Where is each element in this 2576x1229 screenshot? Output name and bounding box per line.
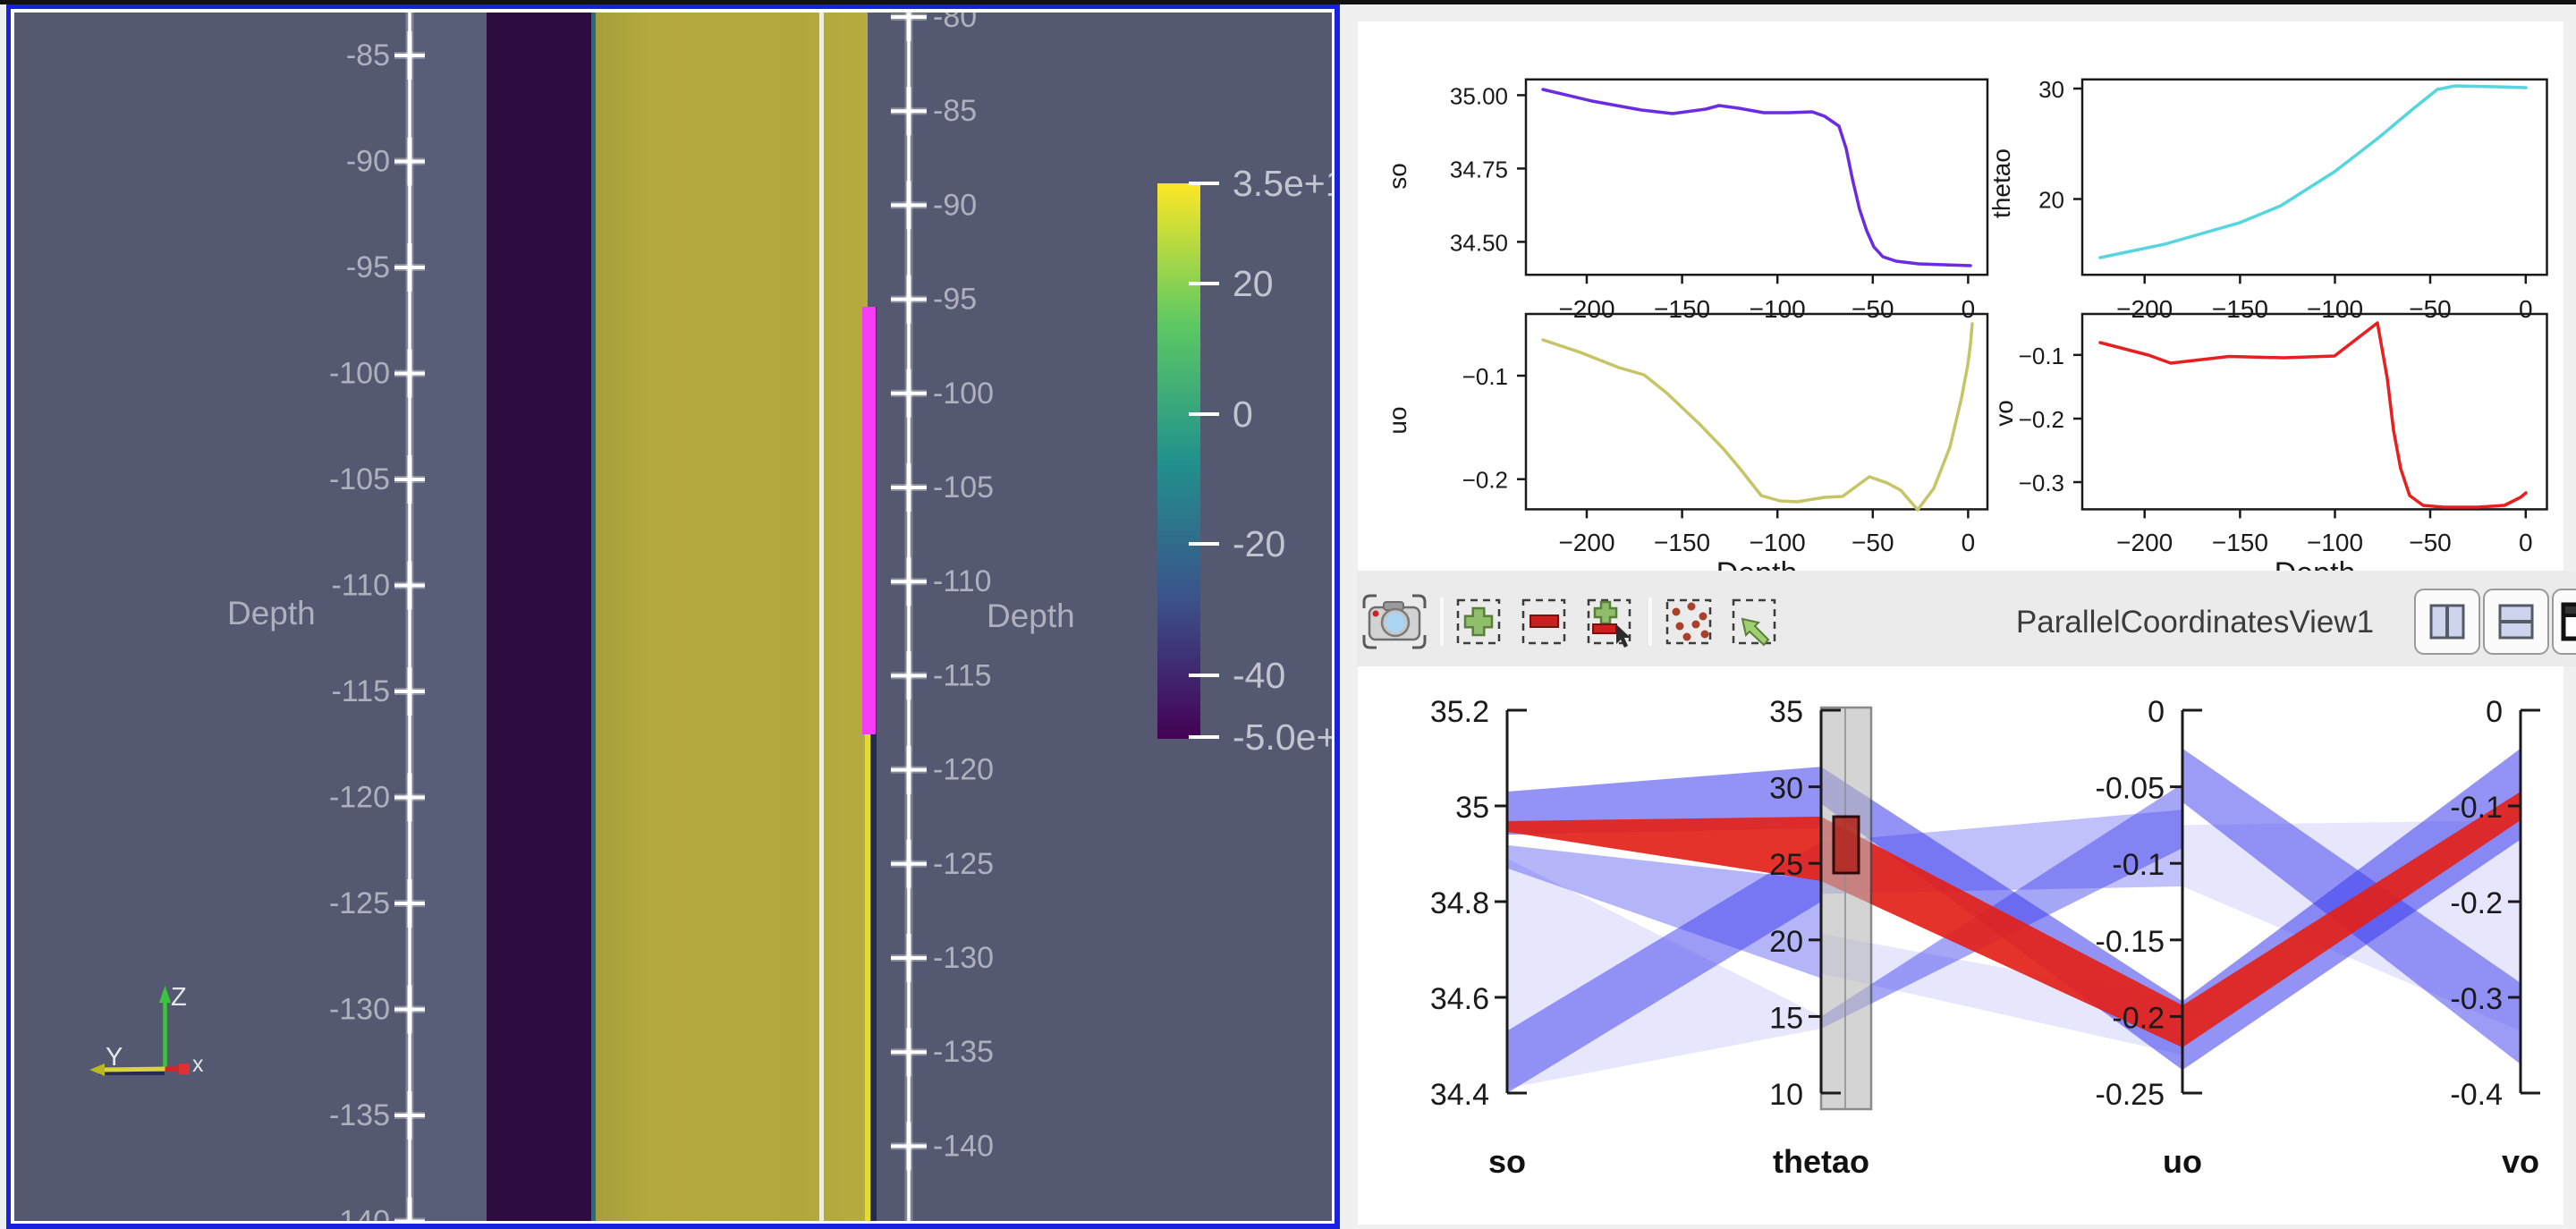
svg-text:−200: −200 bbox=[1558, 529, 1614, 556]
svg-text:−0.1: −0.1 bbox=[2019, 343, 2064, 369]
svg-text:25: 25 bbox=[1769, 848, 1803, 882]
svg-text:-5.0e+1: -5.0e+1 bbox=[1233, 716, 1332, 758]
svg-text:vo: vo bbox=[2502, 1143, 2539, 1180]
svg-text:−200: −200 bbox=[1558, 295, 1614, 323]
svg-text:−0.1: −0.1 bbox=[1462, 363, 1508, 390]
svg-text:-0.2: -0.2 bbox=[2112, 1001, 2165, 1035]
svg-text:−100: −100 bbox=[2307, 295, 2363, 323]
svg-text:3.5e+1: 3.5e+1 bbox=[1233, 163, 1332, 204]
svg-text:20: 20 bbox=[1233, 263, 1274, 304]
svg-text:-135: -135 bbox=[329, 1098, 390, 1132]
svg-text:34.4: 34.4 bbox=[1430, 1078, 1489, 1112]
svg-text:0: 0 bbox=[2486, 695, 2503, 729]
svg-text:−150: −150 bbox=[2212, 295, 2268, 323]
svg-text:0: 0 bbox=[1962, 529, 1976, 556]
svg-text:−100: −100 bbox=[1750, 295, 1806, 323]
svg-text:−100: −100 bbox=[2307, 529, 2363, 556]
svg-text:35: 35 bbox=[1455, 791, 1489, 825]
svg-text:-0.05: -0.05 bbox=[2096, 772, 2165, 806]
svg-text:-0.1: -0.1 bbox=[2450, 791, 2503, 825]
svg-text:−50: −50 bbox=[1852, 295, 1894, 323]
svg-text:35: 35 bbox=[1769, 695, 1803, 729]
svg-text:-125: -125 bbox=[933, 847, 994, 881]
svg-text:thetao: thetao bbox=[1987, 148, 2015, 218]
svg-text:-100: -100 bbox=[329, 357, 390, 391]
svg-text:−200: −200 bbox=[2116, 295, 2173, 323]
svg-text:-90: -90 bbox=[346, 145, 390, 179]
svg-text:Y: Y bbox=[106, 1043, 123, 1072]
svg-text:-135: -135 bbox=[933, 1035, 994, 1069]
svg-text:-115: -115 bbox=[933, 658, 992, 692]
svg-text:0: 0 bbox=[2148, 695, 2165, 729]
svg-text:-80: -80 bbox=[933, 13, 977, 34]
svg-text:0: 0 bbox=[2519, 529, 2533, 556]
svg-text:so: so bbox=[1488, 1143, 1526, 1180]
svg-text:-85: -85 bbox=[933, 94, 977, 128]
svg-text:20: 20 bbox=[1769, 925, 1803, 959]
svg-text:−50: −50 bbox=[2409, 295, 2452, 323]
svg-text:−50: −50 bbox=[2409, 529, 2452, 556]
svg-text:34.50: 34.50 bbox=[1450, 229, 1508, 256]
svg-text:-0.25: -0.25 bbox=[2096, 1078, 2165, 1112]
svg-text:20: 20 bbox=[2038, 187, 2064, 214]
svg-text:34.8: 34.8 bbox=[1430, 886, 1489, 920]
svg-text:−150: −150 bbox=[1654, 295, 1710, 323]
svg-text:ParallelCoordinatesView1: ParallelCoordinatesView1 bbox=[2016, 605, 2374, 640]
svg-text:-0.1: -0.1 bbox=[2112, 848, 2165, 882]
svg-text:0: 0 bbox=[1962, 295, 1976, 323]
svg-text:−150: −150 bbox=[2212, 529, 2268, 556]
svg-text:-120: -120 bbox=[933, 753, 994, 787]
svg-text:−0.2: −0.2 bbox=[1462, 467, 1508, 494]
svg-text:-110: -110 bbox=[331, 569, 390, 603]
svg-text:-95: -95 bbox=[346, 250, 390, 284]
svg-text:−50: −50 bbox=[1852, 529, 1894, 556]
svg-text:-120: -120 bbox=[329, 781, 390, 815]
svg-text:-125: -125 bbox=[329, 886, 390, 920]
svg-text:-20: -20 bbox=[1233, 523, 1285, 564]
svg-text:-85: -85 bbox=[346, 38, 390, 72]
svg-text:-140: -140 bbox=[933, 1129, 994, 1163]
svg-text:-130: -130 bbox=[329, 993, 390, 1027]
svg-text:35.2: 35.2 bbox=[1430, 695, 1489, 729]
svg-text:vo: vo bbox=[1990, 400, 2018, 427]
svg-text:−100: −100 bbox=[1750, 529, 1806, 556]
svg-text:−0.2: −0.2 bbox=[2019, 406, 2064, 433]
svg-text:-95: -95 bbox=[933, 283, 977, 317]
svg-text:Depth: Depth bbox=[1716, 556, 1798, 571]
svg-text:so: so bbox=[1384, 163, 1411, 190]
svg-text:Z: Z bbox=[171, 983, 187, 1012]
svg-text:-0.4: -0.4 bbox=[2450, 1078, 2503, 1112]
svg-text:30: 30 bbox=[1769, 772, 1803, 806]
svg-text:Depth: Depth bbox=[2275, 556, 2356, 571]
svg-text:−150: −150 bbox=[1654, 529, 1710, 556]
svg-text:-90: -90 bbox=[933, 188, 977, 222]
svg-text:−200: −200 bbox=[2116, 529, 2173, 556]
svg-text:-40: -40 bbox=[1233, 655, 1285, 696]
svg-text:-105: -105 bbox=[329, 462, 390, 496]
svg-text:34.75: 34.75 bbox=[1450, 156, 1508, 182]
svg-text:thetao: thetao bbox=[1773, 1143, 1869, 1180]
svg-text:-105: -105 bbox=[933, 470, 994, 504]
svg-text:-140: -140 bbox=[329, 1205, 390, 1222]
svg-text:x: x bbox=[192, 1052, 204, 1077]
svg-text:0: 0 bbox=[2519, 295, 2533, 323]
svg-text:−0.3: −0.3 bbox=[2019, 470, 2064, 496]
svg-text:10: 10 bbox=[1769, 1078, 1803, 1112]
svg-text:uo: uo bbox=[1384, 406, 1411, 434]
svg-text:35.00: 35.00 bbox=[1450, 82, 1508, 109]
svg-text:-110: -110 bbox=[933, 564, 992, 598]
svg-text:-130: -130 bbox=[933, 941, 994, 975]
svg-text:34.6: 34.6 bbox=[1430, 982, 1489, 1016]
svg-text:-0.3: -0.3 bbox=[2450, 982, 2503, 1016]
svg-text:-0.15: -0.15 bbox=[2096, 925, 2165, 959]
svg-text:Depth: Depth bbox=[987, 598, 1075, 634]
svg-text:uo: uo bbox=[2163, 1143, 2202, 1180]
svg-text:30: 30 bbox=[2038, 76, 2064, 103]
svg-text:-100: -100 bbox=[933, 377, 994, 411]
svg-text:15: 15 bbox=[1769, 1001, 1803, 1035]
svg-text:Depth: Depth bbox=[227, 595, 316, 631]
svg-text:0: 0 bbox=[1233, 394, 1253, 435]
svg-text:-0.2: -0.2 bbox=[2450, 886, 2503, 920]
svg-text:-115: -115 bbox=[331, 674, 390, 708]
